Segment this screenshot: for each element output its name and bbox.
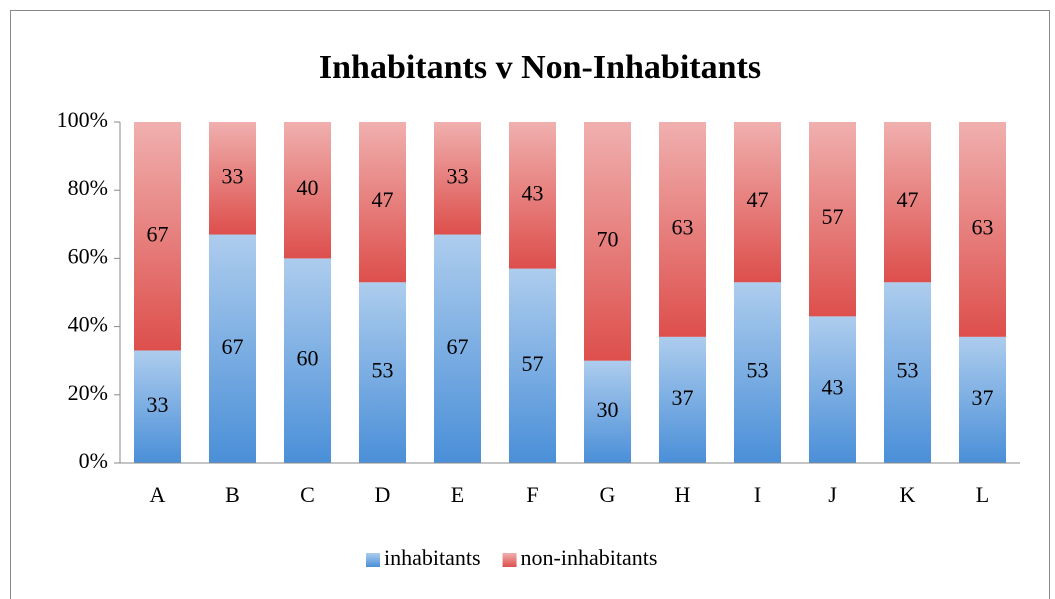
bar-segment (284, 258, 331, 463)
x-tick-label: B (225, 482, 240, 507)
bar-segment (734, 282, 781, 463)
legend-label: non-inhabitants (521, 545, 658, 570)
x-tick-label: E (451, 482, 464, 507)
bar-segment (659, 122, 706, 337)
y-tick-label: 100% (57, 107, 108, 132)
data-label: 30 (597, 397, 619, 422)
x-tick-label: I (754, 482, 761, 507)
data-label: 40 (297, 175, 319, 200)
x-tick-label: A (150, 482, 166, 507)
bar-segment (434, 234, 481, 463)
legend-label: inhabitants (384, 545, 481, 570)
chart-title: Inhabitants v Non-Inhabitants (319, 49, 761, 86)
data-label: 37 (672, 385, 694, 410)
x-tick-label: J (828, 482, 837, 507)
data-label: 47 (897, 187, 919, 212)
y-tick-label: 60% (68, 243, 108, 268)
bar-segment (959, 336, 1006, 463)
data-label: 53 (897, 358, 919, 383)
bar-segment (884, 122, 931, 283)
data-label: 67 (222, 334, 244, 359)
x-tick-label: F (526, 482, 538, 507)
x-tick-label: C (300, 482, 315, 507)
bar-segment (809, 122, 856, 317)
bar-segment (509, 122, 556, 269)
data-label: 63 (972, 214, 994, 239)
data-label: 57 (822, 204, 844, 229)
legend-swatch (366, 553, 380, 567)
data-label: 70 (597, 226, 619, 251)
bar-segment (734, 122, 781, 283)
x-tick-label: G (600, 482, 616, 507)
data-label: 53 (372, 358, 394, 383)
data-label: 67 (147, 221, 169, 246)
bar-segment (584, 360, 631, 463)
y-tick-label: 0% (79, 448, 108, 473)
data-label: 47 (747, 187, 769, 212)
data-label: 33 (447, 163, 469, 188)
bar-segment (359, 282, 406, 463)
data-label: 47 (372, 187, 394, 212)
bar-segment (434, 122, 481, 235)
bar-segment (659, 336, 706, 463)
data-label: 33 (147, 392, 169, 417)
bar-segment (584, 122, 631, 361)
x-tick-label: K (900, 482, 916, 507)
bar-segment (509, 268, 556, 463)
data-label: 43 (822, 375, 844, 400)
bar-segment (959, 122, 1006, 337)
bar-segment (809, 316, 856, 463)
data-label: 63 (672, 214, 694, 239)
data-label: 67 (447, 334, 469, 359)
x-tick-label: L (976, 482, 989, 507)
bar-segment (209, 234, 256, 463)
data-label: 53 (747, 358, 769, 383)
data-label: 60 (297, 346, 319, 371)
data-label: 33 (222, 163, 244, 188)
x-tick-label: D (375, 482, 391, 507)
bar-segment (884, 282, 931, 463)
bar-segment (359, 122, 406, 283)
y-tick-label: 40% (68, 312, 108, 337)
data-label: 57 (522, 351, 544, 376)
bar-segment (134, 350, 181, 463)
y-tick-label: 80% (68, 175, 108, 200)
bar-segment (284, 122, 331, 259)
data-label: 43 (522, 180, 544, 205)
y-tick-label: 20% (68, 380, 108, 405)
bar-segment (209, 122, 256, 235)
data-label: 37 (972, 385, 994, 410)
bar-segment (134, 122, 181, 351)
legend-swatch (502, 553, 517, 567)
x-tick-label: H (675, 482, 691, 507)
